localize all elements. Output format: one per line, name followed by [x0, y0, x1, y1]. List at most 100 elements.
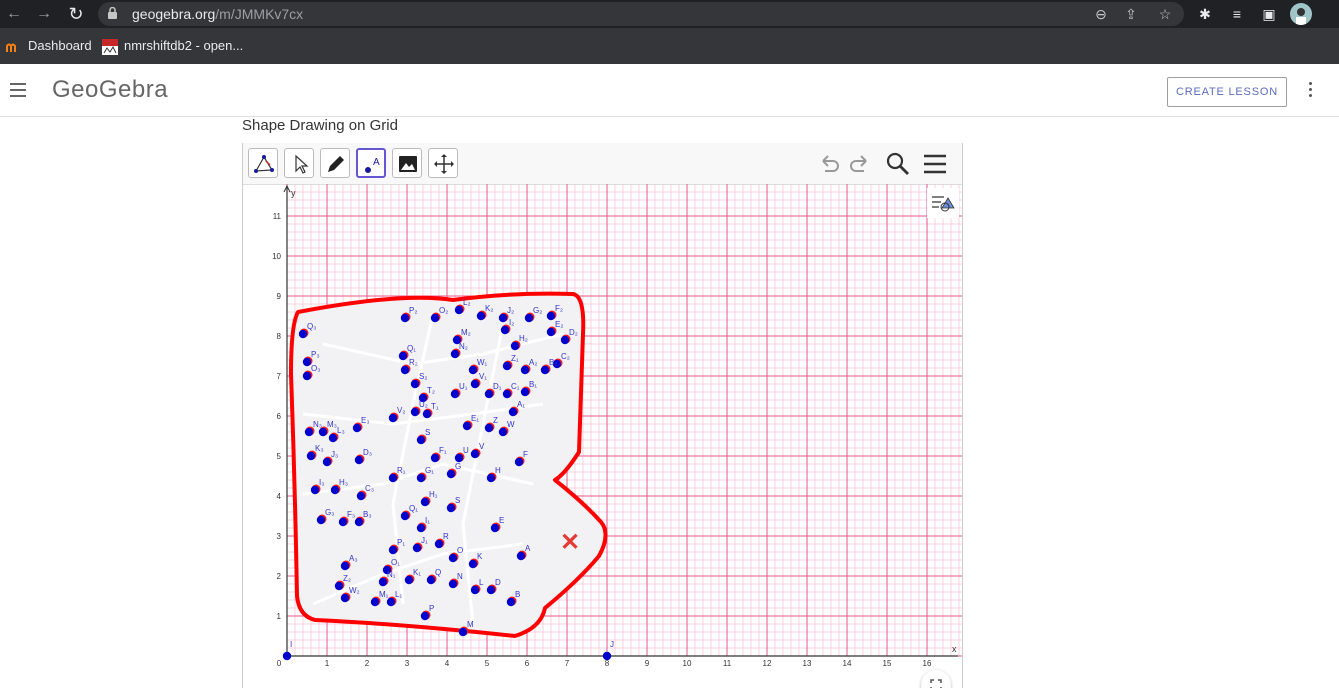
point-marker[interactable] [430, 313, 440, 323]
point[interactable]: U₁ [450, 382, 468, 399]
point-marker[interactable] [470, 449, 480, 459]
point-marker[interactable] [450, 389, 460, 399]
point[interactable]: M [458, 620, 474, 637]
point-marker[interactable] [388, 473, 398, 483]
point[interactable]: O₃ [302, 364, 321, 381]
point-marker[interactable] [508, 407, 518, 417]
point-marker[interactable] [306, 451, 316, 461]
point-marker[interactable] [340, 561, 350, 571]
point-marker[interactable] [516, 551, 526, 561]
point-marker[interactable] [318, 427, 328, 437]
point[interactable]: D₁ [484, 382, 502, 399]
point-marker[interactable] [422, 409, 432, 419]
point[interactable]: J₁ [412, 536, 428, 553]
point-marker[interactable] [388, 545, 398, 555]
point-marker[interactable] [340, 593, 350, 603]
point[interactable]: I₁ [416, 516, 430, 533]
point[interactable]: B₃ [354, 510, 372, 527]
point[interactable]: V₁ [470, 372, 488, 389]
point[interactable]: G₃ [316, 508, 335, 525]
point-marker[interactable] [470, 379, 480, 389]
point[interactable]: R₁ [388, 466, 406, 483]
point[interactable]: A₃ [340, 554, 358, 571]
point[interactable]: R [434, 532, 449, 549]
pen-tool[interactable] [320, 148, 350, 178]
point[interactable]: K₁ [404, 568, 422, 585]
point[interactable]: P₂ [400, 306, 418, 323]
point-marker[interactable] [498, 313, 508, 323]
point[interactable]: E₂ [546, 320, 564, 337]
point[interactable]: M₁ [370, 590, 389, 607]
point-marker[interactable] [520, 387, 530, 397]
point[interactable]: O₂ [430, 306, 449, 323]
image-tool[interactable] [392, 148, 422, 178]
bookmark-nmrshiftdb2[interactable]: nmrshiftdb2 - open... [102, 38, 243, 55]
point[interactable]: T₁ [422, 402, 439, 419]
point-marker[interactable] [560, 335, 570, 345]
point[interactable]: S [446, 496, 461, 513]
point[interactable]: K₂ [476, 304, 494, 321]
more-options-icon[interactable] [1305, 82, 1315, 100]
redo-icon[interactable] [846, 151, 872, 177]
point-marker[interactable] [430, 453, 440, 463]
point[interactable]: U₂ [410, 400, 428, 417]
point[interactable]: B₁ [520, 380, 538, 397]
point-marker[interactable] [462, 421, 472, 431]
point-marker[interactable] [514, 457, 524, 467]
point[interactable]: N₃ [304, 420, 322, 437]
point[interactable]: K [468, 552, 483, 569]
point-marker[interactable] [486, 585, 496, 595]
point-marker[interactable] [420, 497, 430, 507]
point-marker[interactable] [354, 455, 364, 465]
point-marker[interactable] [400, 365, 410, 375]
point[interactable]: N [448, 572, 463, 589]
point[interactable]: D [486, 578, 501, 595]
point-marker[interactable] [416, 473, 426, 483]
main-menu-icon[interactable] [922, 151, 948, 177]
point[interactable]: C₂ [552, 352, 570, 369]
point[interactable]: S₂ [410, 372, 428, 389]
move-graphics-tool[interactable] [428, 148, 458, 178]
point-marker[interactable] [400, 313, 410, 323]
point-marker[interactable] [506, 597, 516, 607]
share-icon[interactable]: ⇪ [1125, 6, 1137, 22]
menu-icon[interactable] [10, 83, 26, 97]
point-marker[interactable] [302, 357, 312, 367]
point[interactable]: H₃ [330, 478, 348, 495]
point-marker[interactable] [446, 503, 456, 513]
point[interactable]: C₃ [356, 484, 374, 501]
point-marker[interactable] [484, 423, 494, 433]
point-marker[interactable] [510, 341, 520, 351]
point-marker[interactable] [310, 485, 320, 495]
star-icon[interactable]: ☆ [1158, 6, 1172, 22]
point[interactable]: E [490, 516, 505, 533]
point[interactable]: Z₁ [502, 354, 519, 371]
address-bar[interactable]: geogebra.org/m/JMMKv7cx ⊖ ⇪ ☆ [98, 2, 1184, 26]
point-marker[interactable] [468, 559, 478, 569]
point-marker[interactable] [388, 413, 398, 423]
point-marker[interactable] [454, 305, 464, 315]
point-marker[interactable] [500, 325, 510, 335]
extensions-icon[interactable]: ✱ [1199, 6, 1211, 22]
point-marker[interactable] [552, 359, 562, 369]
reload-icon[interactable]: ↻ [68, 4, 84, 24]
point-marker[interactable] [524, 313, 534, 323]
anchor-point-marker[interactable] [282, 651, 292, 661]
point-marker[interactable] [484, 389, 494, 399]
point-marker[interactable] [302, 371, 312, 381]
fullscreen-button[interactable] [921, 670, 951, 688]
point[interactable]: W₂ [340, 586, 360, 603]
point[interactable]: Q [426, 568, 441, 585]
point[interactable]: G₂ [524, 306, 543, 323]
point[interactable]: G [446, 462, 461, 479]
point[interactable]: I₂ [500, 318, 515, 335]
point-marker[interactable] [382, 565, 392, 575]
point-tool[interactable]: A [356, 148, 386, 178]
point-marker[interactable] [502, 389, 512, 399]
sidepanel-icon[interactable]: ▣ [1262, 6, 1276, 22]
point-marker[interactable] [434, 539, 444, 549]
point[interactable]: H₁ [420, 490, 438, 507]
point[interactable]: G₁ [416, 466, 434, 483]
point-marker[interactable] [468, 365, 478, 375]
